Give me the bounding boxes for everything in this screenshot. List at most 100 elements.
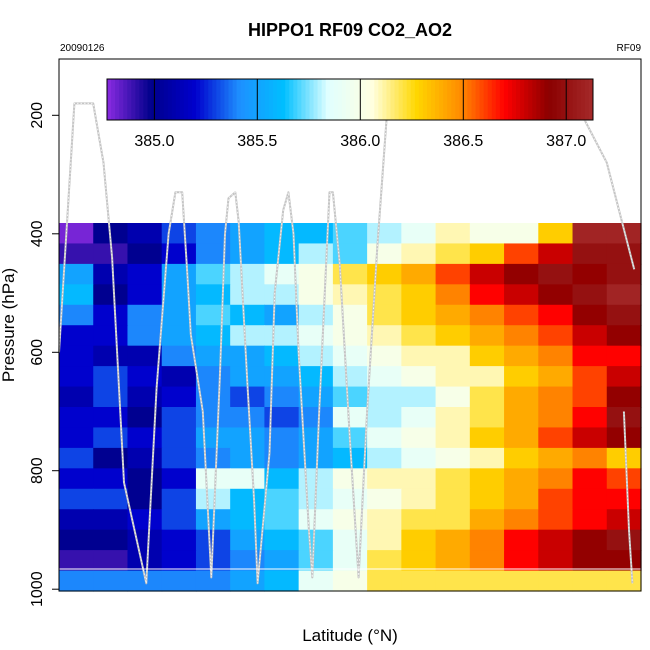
heatmap-cell: [572, 345, 608, 367]
heatmap-cell: [469, 447, 505, 469]
colorbar-segment: [439, 79, 444, 120]
heatmap-cell: [93, 325, 129, 347]
colorbar-segment: [159, 79, 165, 120]
colorbar-segment: [329, 79, 335, 120]
colorbar-segment: [216, 79, 221, 120]
heatmap-cell: [367, 407, 402, 429]
heatmap-cell: [572, 447, 608, 469]
heatmap-cell: [127, 223, 163, 245]
heatmap-cell: [572, 407, 608, 429]
colorbar-segment: [431, 79, 436, 120]
colorbar-segment: [252, 79, 258, 120]
heatmap-cell: [435, 243, 471, 265]
heatmap-cell: [59, 468, 94, 490]
heatmap-cell: [367, 488, 402, 510]
heatmap-cell: [161, 468, 197, 490]
heatmap-cell: [606, 284, 642, 306]
colorbar-segment: [236, 79, 242, 120]
heatmap-cell: [606, 488, 642, 510]
colorbar-tick-label: 385.5: [237, 133, 277, 150]
heatmap-cell: [367, 366, 402, 388]
x-axis-label: Latitude (°N): [302, 626, 398, 645]
heatmap-cell: [469, 427, 505, 449]
colorbar-segment: [443, 79, 448, 120]
heatmap-cell: [127, 345, 163, 367]
y-tick-label: 400: [29, 220, 46, 247]
heatmap-cell: [298, 304, 334, 326]
heatmap-cell: [469, 386, 505, 408]
heatmap-cell: [127, 263, 163, 285]
colorbar-segment: [345, 79, 351, 120]
heatmap-cell: [127, 325, 163, 347]
y-tick-label: 800: [29, 457, 46, 484]
heatmap-cell: [264, 550, 300, 572]
heatmap-cell: [161, 447, 197, 469]
heatmap-cell: [298, 284, 334, 306]
heatmap-cell: [127, 366, 163, 388]
heatmap-cell: [161, 550, 197, 572]
heatmap-cell: [469, 468, 505, 490]
colorbar-segment: [512, 79, 517, 120]
heatmap-cell: [367, 468, 402, 490]
heatmap-cell: [504, 345, 539, 367]
heatmap-cell: [538, 243, 574, 265]
heatmap-cell: [127, 304, 163, 326]
heatmap-cell: [469, 570, 505, 592]
heatmap-cell: [504, 366, 539, 388]
colorbar-segment: [532, 79, 537, 120]
colorbar-segment: [455, 79, 460, 120]
heatmap-cell: [401, 223, 437, 245]
heatmap-cell: [93, 488, 129, 510]
colorbar-segment: [107, 79, 112, 120]
colorbar-segment: [386, 79, 391, 120]
heatmap-cell: [332, 243, 368, 265]
heatmap-cell: [161, 509, 197, 531]
heatmap-cell: [230, 284, 266, 306]
heatmap-cell: [401, 509, 437, 531]
colorbar-segment: [528, 79, 533, 120]
colorbar-segment: [463, 79, 468, 120]
heatmap-cell: [367, 570, 402, 592]
colorbar-segment: [313, 79, 319, 120]
heatmap-cell: [538, 304, 574, 326]
heatmap-cell: [298, 529, 334, 551]
heatmap-cell: [504, 468, 539, 490]
heatmap-cell: [504, 325, 539, 347]
heatmap-cell: [59, 447, 94, 469]
heatmap-cell: [298, 263, 334, 285]
heatmap-cell: [435, 386, 471, 408]
heatmap-cell: [298, 509, 334, 531]
heatmap-cell: [504, 223, 539, 245]
heatmap-cell: [606, 447, 642, 469]
heatmap-cell: [435, 263, 471, 285]
heatmap-cell: [538, 284, 574, 306]
heatmap-cell: [127, 447, 163, 469]
heatmap-cell: [264, 345, 300, 367]
heatmap-cell: [572, 223, 608, 245]
colorbar-segment: [483, 79, 489, 120]
colorbar-segment: [285, 79, 290, 120]
heatmap-cell: [367, 284, 402, 306]
heatmap-cell: [401, 284, 437, 306]
heatmap-cell: [401, 468, 437, 490]
colorbar-segment: [289, 79, 294, 120]
heatmap-cell: [401, 529, 437, 551]
colorbar-segment: [123, 79, 128, 120]
heatmap-cell: [264, 427, 300, 449]
heatmap-cell: [230, 345, 266, 367]
heatmap-cell: [572, 488, 608, 510]
heatmap-cell: [195, 304, 231, 326]
colorbar-segment: [309, 79, 315, 120]
heatmap-cell: [332, 407, 368, 429]
colorbar-segment: [580, 79, 586, 120]
heatmap-cell: [332, 223, 368, 245]
heatmap-cell: [59, 386, 94, 408]
colorbar-segment: [333, 79, 339, 120]
colorbar: [106, 78, 594, 121]
heatmap-cell: [469, 366, 505, 388]
colorbar-segment: [459, 79, 464, 120]
heatmap-cell: [161, 407, 197, 429]
heatmap-cell: [367, 304, 402, 326]
y-tick-label: 600: [29, 339, 46, 366]
